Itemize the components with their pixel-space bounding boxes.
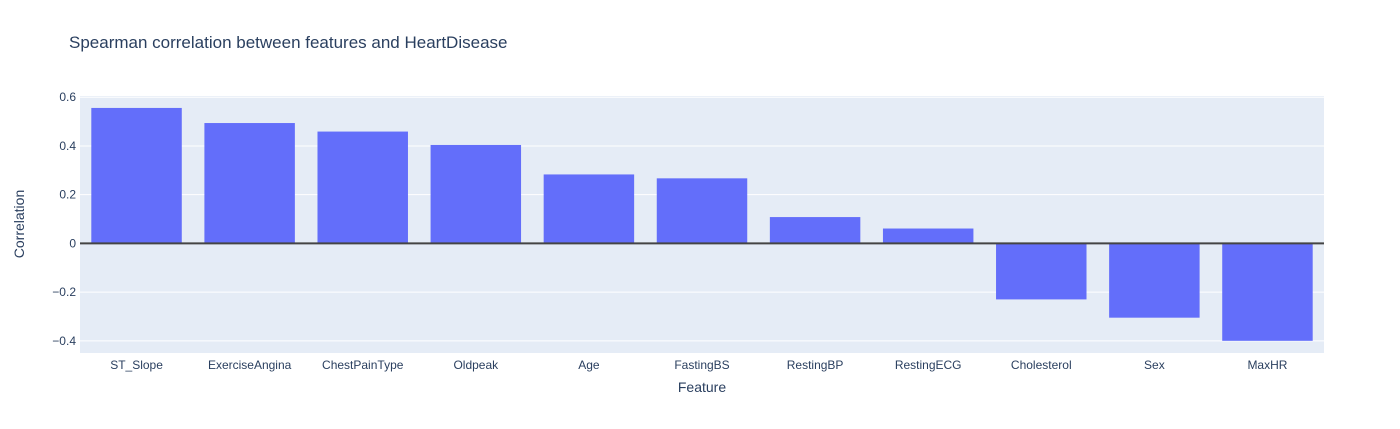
bar-sex[interactable] — [1109, 243, 1200, 318]
bar-cholesterol[interactable] — [996, 243, 1087, 300]
y-tick-label: 0.2 — [59, 188, 76, 202]
x-tick-labels: ST_Slope ExerciseAngina ChestPainType Oldpe… — [110, 358, 1288, 372]
x-tick-label: MaxHR — [1247, 358, 1287, 372]
bar-restingbp[interactable] — [769, 217, 861, 244]
x-tick-label: ChestPainType — [322, 358, 404, 372]
bar-age[interactable] — [543, 174, 635, 244]
y-tick-label: 0.4 — [59, 139, 76, 153]
y-tick-label: 0.6 — [59, 90, 76, 104]
x-tick-label: Sex — [1144, 358, 1165, 372]
x-tick-label: ExerciseAngina — [208, 358, 292, 372]
bar-exerciseangina[interactable] — [204, 123, 295, 244]
bar-restingecg[interactable] — [882, 228, 974, 244]
y-tick-label: −0.4 — [52, 334, 76, 348]
x-tick-label: FastingBS — [674, 358, 729, 372]
y-tick-label: 0 — [69, 236, 76, 250]
x-tick-label: ST_Slope — [110, 358, 163, 372]
y-axis-title: Correlation — [11, 190, 27, 258]
x-tick-label: Age — [578, 358, 600, 372]
bar-chestpaintype[interactable] — [317, 131, 408, 244]
y-tick-label: −0.2 — [52, 285, 76, 299]
bars — [91, 107, 1313, 341]
x-tick-label: Cholesterol — [1011, 358, 1072, 372]
chart-title: Spearman correlation between features an… — [69, 33, 507, 52]
bar-maxhr[interactable] — [1222, 243, 1313, 341]
x-axis-title: Feature — [678, 379, 726, 395]
y-tick-labels: −0.4 −0.2 0 0.2 0.4 0.6 — [52, 90, 76, 348]
x-tick-label: Oldpeak — [453, 358, 499, 372]
bar-oldpeak[interactable] — [430, 144, 522, 244]
bar-st-slope[interactable] — [91, 107, 182, 244]
bar-fastingbs[interactable] — [656, 178, 748, 244]
x-tick-label: RestingBP — [787, 358, 844, 372]
x-tick-label: RestingECG — [895, 358, 962, 372]
